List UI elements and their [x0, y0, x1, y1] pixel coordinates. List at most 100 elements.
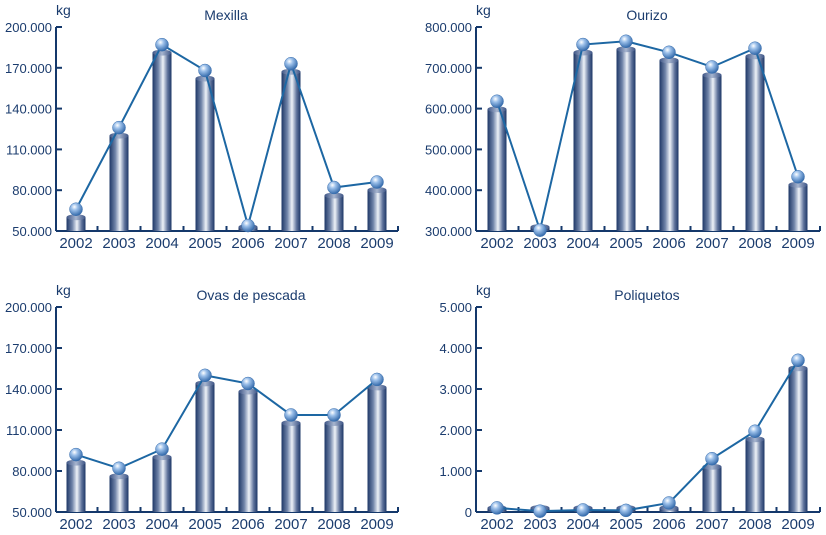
- x-tick-label: 2008: [317, 516, 350, 533]
- bar-cap: [367, 384, 387, 391]
- bar-cap: [238, 388, 258, 395]
- y-tick-label: 80.000: [12, 464, 52, 479]
- data-point: [619, 503, 633, 518]
- data-point: [791, 353, 805, 368]
- bar: [788, 368, 808, 512]
- bar: [66, 462, 86, 512]
- bar: [324, 422, 344, 512]
- x-tick-label: 2008: [738, 516, 771, 533]
- data-point: [576, 37, 590, 52]
- y-tick-label: 140.000: [5, 102, 52, 117]
- bar: [788, 184, 808, 231]
- y-axis-unit: kg: [476, 282, 491, 298]
- x-tick-label: 2002: [59, 235, 92, 252]
- x-tick-label: 2009: [781, 235, 814, 252]
- y-axis-unit: kg: [476, 2, 491, 18]
- bar: [238, 391, 258, 512]
- data-point: [370, 372, 384, 387]
- bar-cap: [109, 473, 129, 480]
- bar-cap: [281, 68, 301, 75]
- x-tick-label: 2002: [480, 235, 513, 252]
- x-tick-label: 2005: [609, 235, 642, 252]
- x-tick-label: 2004: [566, 235, 599, 252]
- x-tick-label: 2009: [360, 235, 393, 252]
- data-point: [705, 60, 719, 74]
- data-point: [241, 218, 255, 233]
- bar-cap: [152, 454, 172, 461]
- x-tick-label: 2007: [695, 235, 728, 252]
- x-tick-label: 2006: [652, 516, 685, 533]
- bar: [702, 74, 722, 231]
- x-tick-label: 2003: [523, 516, 556, 533]
- y-tick-label: 300.000: [425, 224, 472, 239]
- chart-title: Ourizo: [626, 7, 667, 23]
- data-point: [576, 503, 590, 517]
- x-tick-label: 2005: [609, 516, 642, 533]
- y-tick-label: 5.000: [439, 300, 472, 315]
- bar-cap: [281, 419, 301, 426]
- data-point: [662, 45, 676, 60]
- bar: [573, 52, 593, 231]
- bar-cap: [788, 181, 808, 188]
- bar: [659, 60, 679, 231]
- data-point: [533, 504, 547, 518]
- data-point: [69, 447, 83, 462]
- chart-ourizo: 300.000 400.000 500.000 600.000 700.000 800.0…: [425, 2, 821, 252]
- x-tick-label: 2004: [145, 235, 178, 252]
- bar-cap: [702, 71, 722, 78]
- data-point: [662, 496, 676, 510]
- x-tick-label: 2002: [480, 516, 513, 533]
- data-point: [69, 202, 83, 216]
- y-tick-label: 170.000: [5, 61, 52, 76]
- series-line: [75, 43, 378, 230]
- data-point: [791, 169, 805, 184]
- y-tick-label: 80.000: [12, 183, 52, 198]
- bar: [487, 109, 507, 231]
- bar-cap: [702, 463, 722, 470]
- data-point: [327, 180, 341, 195]
- series-line: [496, 359, 799, 513]
- x-tick-label: 2006: [652, 235, 685, 252]
- x-tick-label: 2009: [360, 516, 393, 533]
- bar: [367, 190, 387, 231]
- x-tick-label: 2003: [102, 235, 135, 252]
- chart-poliquetos: 0 1.000 2.000 3.000 4.000 5.000 2002 2003 2004 20…: [439, 282, 821, 533]
- y-tick-label: 110.000: [6, 423, 52, 438]
- bar: [745, 439, 765, 512]
- bar: [66, 217, 86, 231]
- bar-cap: [367, 187, 387, 194]
- y-tick-label: 600.000: [425, 102, 472, 117]
- y-tick-label: 700.000: [425, 61, 472, 76]
- x-tick-label: 2008: [738, 235, 771, 252]
- y-tick-label: 4.000: [439, 341, 472, 356]
- bar-cap: [745, 436, 765, 443]
- x-tick-label: 2003: [102, 516, 135, 533]
- y-tick-label: 170.000: [5, 341, 52, 356]
- x-tick-label: 2005: [188, 235, 221, 252]
- data-point: [112, 120, 126, 135]
- y-tick-label: 50.000: [12, 224, 52, 239]
- data-point: [155, 442, 169, 456]
- bar: [109, 135, 129, 231]
- data-point: [748, 424, 762, 438]
- x-tick-label: 2007: [274, 516, 307, 533]
- x-tick-label: 2007: [274, 235, 307, 252]
- x-tick-label: 2002: [59, 516, 92, 533]
- y-tick-label: 500.000: [425, 142, 472, 157]
- series-line: [496, 40, 799, 234]
- bar: [152, 457, 172, 512]
- y-tick-label: 3.000: [439, 382, 472, 397]
- bar: [109, 476, 129, 512]
- x-tick-label: 2004: [566, 516, 599, 533]
- x-tick-label: 2004: [145, 516, 178, 533]
- chart-title: Ovas de pescada: [197, 287, 306, 303]
- x-tick-label: 2009: [781, 516, 814, 533]
- data-point: [327, 408, 341, 422]
- bar-cap: [616, 46, 636, 53]
- y-tick-label: 2.000: [439, 423, 472, 438]
- data-point: [370, 175, 384, 189]
- data-point: [490, 501, 504, 515]
- y-tick-label: 50.000: [12, 505, 52, 520]
- y-tick-label: 800.000: [425, 20, 472, 35]
